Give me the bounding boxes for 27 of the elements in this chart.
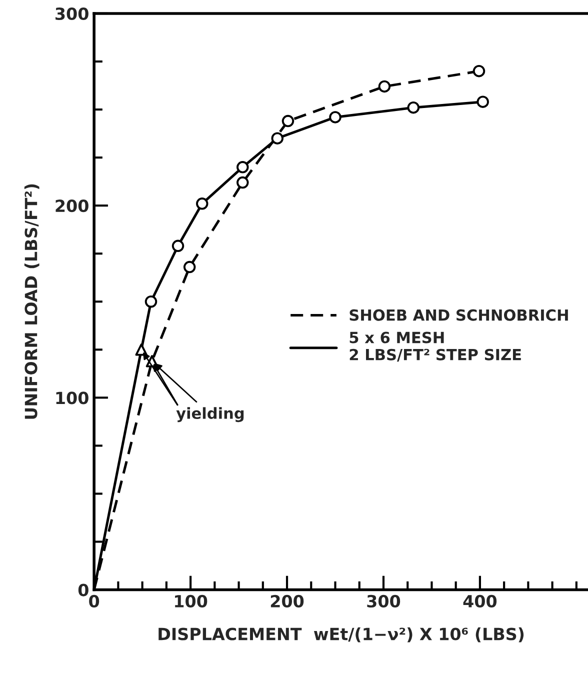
point	[172, 240, 184, 252]
point	[282, 114, 294, 128]
x-axis-title: DISPLACEMENT wEt/(1−ν²) X 10⁶ (LBS)	[158, 627, 524, 642]
point	[329, 111, 342, 124]
point	[378, 80, 391, 93]
y-axis-title: UNIFORM LOAD (LBS/FT²)	[24, 184, 40, 419]
legend-label: 5 x 6 MESH 2 LBS/FT² STEP SIZE	[350, 332, 521, 362]
point	[271, 132, 284, 144]
x-tick-label: 100	[175, 594, 208, 608]
point	[183, 260, 196, 274]
y-tick-label: 0	[78, 584, 88, 596]
x-tick-label: 200	[270, 594, 304, 608]
legend-label: SHOEB AND SCHNOBRICH	[350, 309, 568, 321]
x-tick-label: 400	[463, 594, 497, 608]
point	[407, 101, 420, 114]
x-tick-label: 0	[89, 594, 100, 608]
y-tick-label: 100	[56, 392, 88, 404]
point	[472, 64, 486, 78]
point	[144, 295, 158, 308]
point	[476, 96, 489, 108]
x-tick-label: 300	[367, 594, 400, 608]
y-tick-label: 300	[56, 7, 88, 20]
point	[196, 198, 208, 210]
annotation: yielding	[176, 407, 244, 422]
y-tick-label: 200	[56, 200, 88, 212]
point	[236, 161, 249, 174]
point	[236, 176, 249, 189]
